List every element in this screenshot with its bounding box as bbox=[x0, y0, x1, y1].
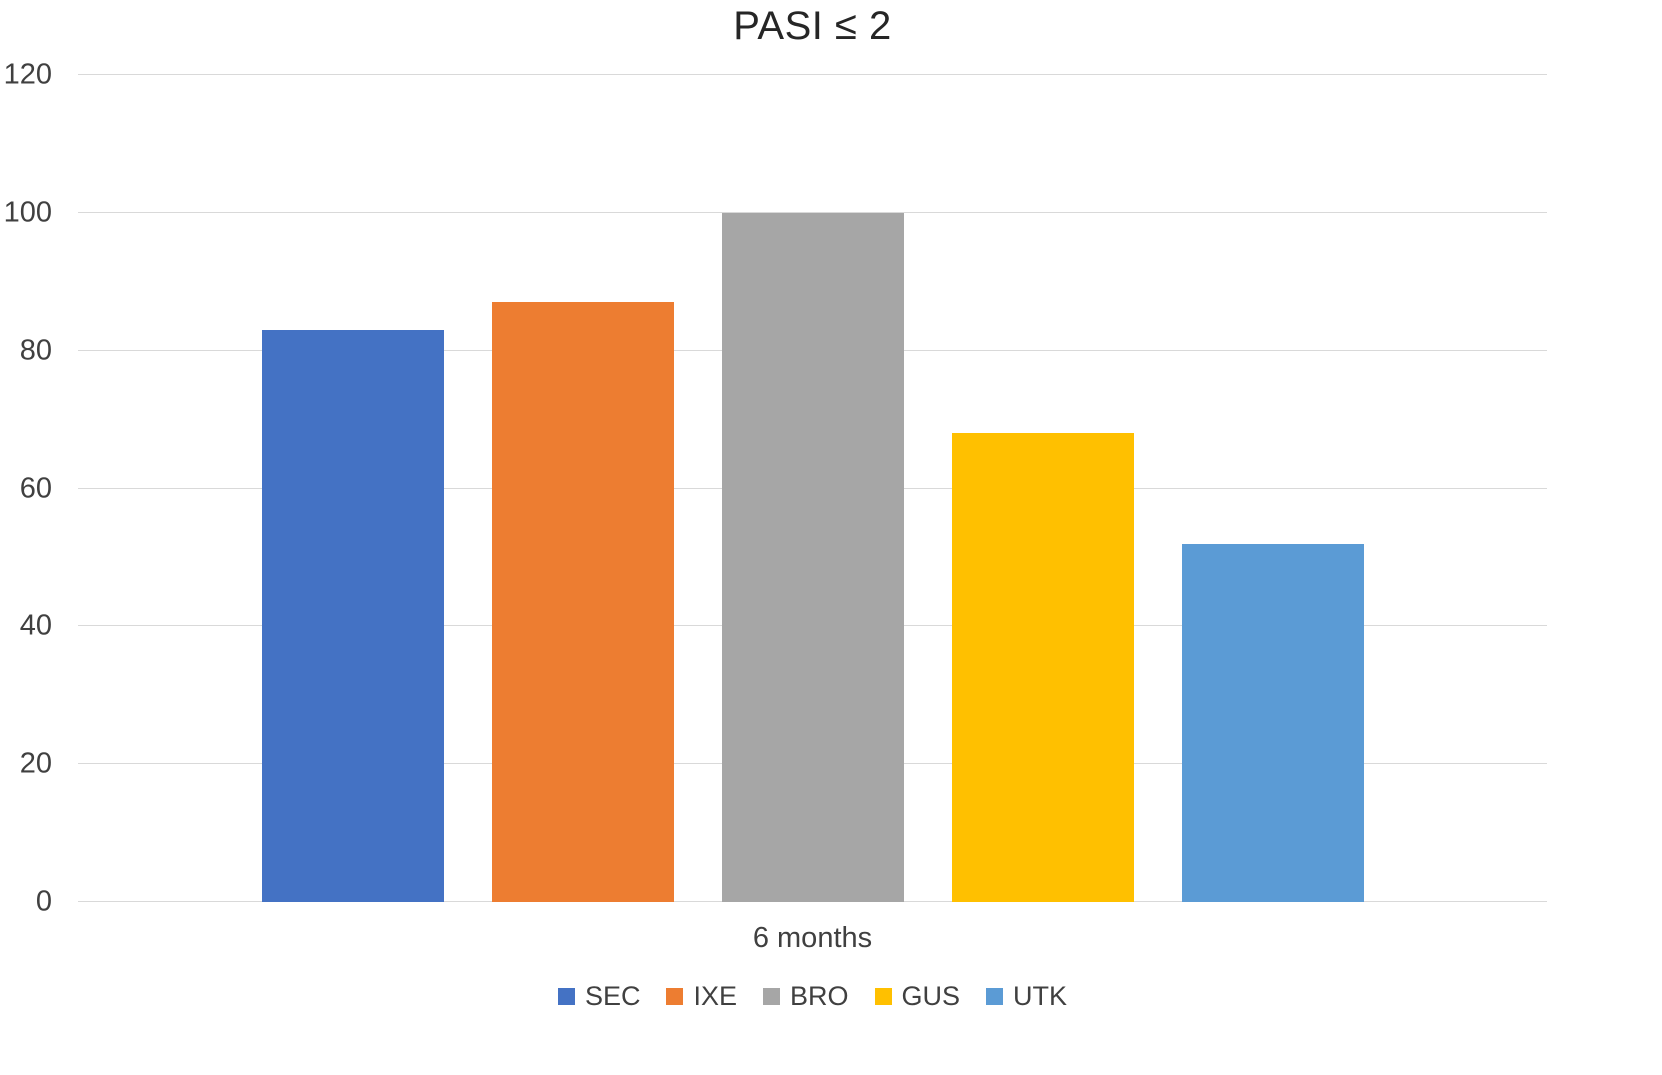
legend-swatch-ixe bbox=[666, 988, 684, 1005]
bar-bro bbox=[721, 212, 904, 902]
y-tick-label-20: 20 bbox=[19, 747, 52, 780]
bars-group bbox=[78, 75, 1547, 902]
legend-label-gus: GUS bbox=[901, 981, 961, 1011]
bar-sec bbox=[261, 330, 444, 902]
legend-item-utk: UTK bbox=[986, 983, 1067, 1010]
legend-label-bro: BRO bbox=[790, 981, 849, 1011]
y-axis: 0 20 40 60 80 100 120 bbox=[0, 60, 62, 916]
legend-item-bro: BRO bbox=[763, 983, 849, 1010]
y-tick-label-80: 80 bbox=[19, 334, 52, 367]
legend-swatch-bro bbox=[763, 988, 781, 1005]
y-tick-label-40: 40 bbox=[19, 609, 52, 642]
chart-body: 0 20 40 60 80 100 120 bbox=[0, 60, 1662, 916]
legend-label-utk: UTK bbox=[1013, 981, 1068, 1011]
legend-label-ixe: IXE bbox=[693, 981, 738, 1011]
gridline-100 bbox=[78, 211, 1547, 213]
y-tick-label-120: 120 bbox=[3, 58, 52, 91]
gridline-120 bbox=[78, 74, 1547, 75]
chart-title: PASI ≤ 2 bbox=[733, 4, 892, 48]
legend-swatch-sec bbox=[557, 988, 575, 1005]
bar-ixe bbox=[491, 302, 674, 902]
plot-area bbox=[78, 74, 1547, 902]
bar-utk bbox=[1181, 543, 1364, 902]
legend-label-sec: SEC bbox=[584, 981, 641, 1011]
x-axis-category-label: 6 months bbox=[752, 922, 873, 954]
legend-item-ixe: IXE bbox=[666, 983, 737, 1010]
legend-swatch-utk bbox=[986, 988, 1004, 1005]
y-tick-label-100: 100 bbox=[3, 196, 52, 229]
legend: SEC IXE BRO GUS UTK bbox=[78, 983, 1547, 1010]
y-tick-label-60: 60 bbox=[19, 472, 52, 504]
legend-item-sec: SEC bbox=[557, 981, 641, 1011]
legend-swatch-gus bbox=[874, 988, 892, 1005]
legend-item-gus: GUS bbox=[874, 981, 961, 1011]
y-tick-label-0: 0 bbox=[35, 885, 52, 918]
bar-gus bbox=[951, 433, 1134, 902]
